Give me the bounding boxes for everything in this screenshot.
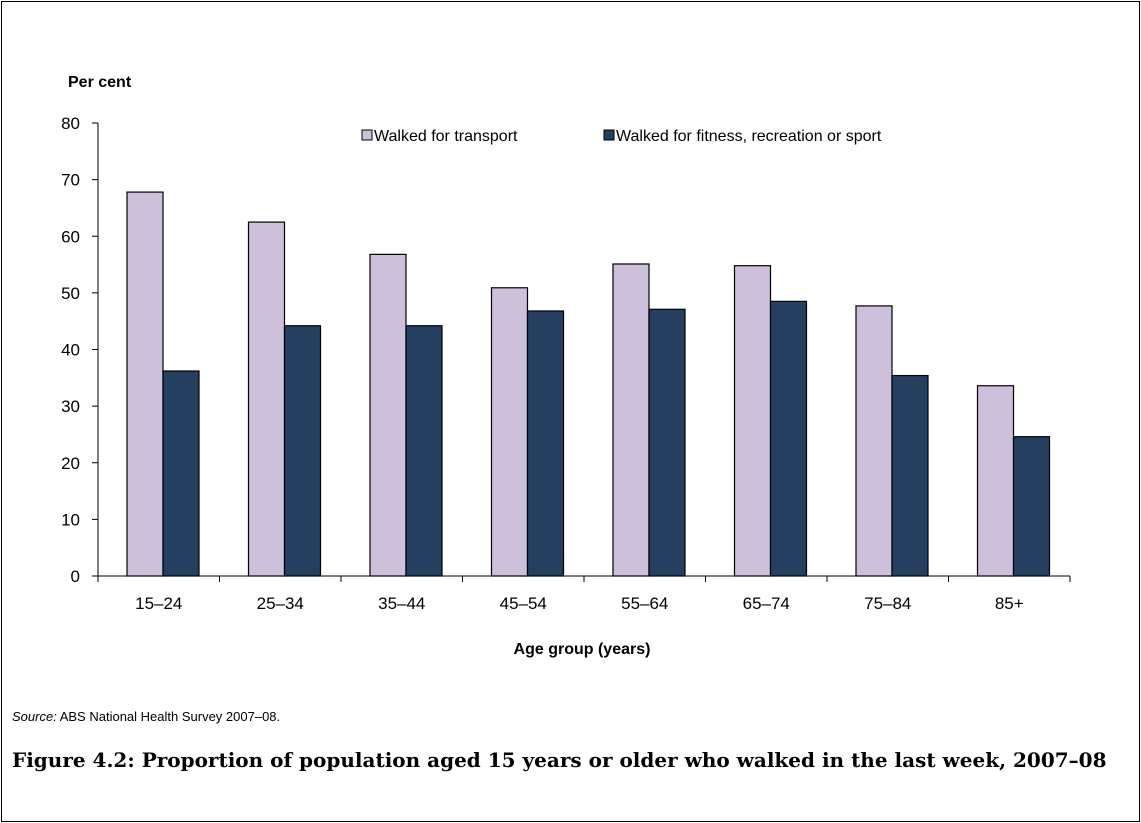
bar-fitness-3 xyxy=(526,310,565,577)
source-note: Source: ABS National Health Survey 2007–… xyxy=(12,709,280,724)
x-tick-label-0: 15–24 xyxy=(135,594,182,613)
bar-fitness-6 xyxy=(891,374,929,577)
bar-fitness-5 xyxy=(769,300,808,577)
bar-transport-6 xyxy=(855,305,893,577)
y-tick-label-30: 30 xyxy=(61,397,80,416)
bar-fitness-0 xyxy=(162,370,200,577)
axes: 0 10 20 30 40 50 60 70 80 15–24 25–34 35–44 45–54 55–… xyxy=(61,114,1071,613)
x-tick-label-2: 35–44 xyxy=(378,594,425,613)
x-tick-label-4: 55–64 xyxy=(621,594,668,613)
y-axis-title: Per cent xyxy=(68,74,132,91)
x-tick-label-6: 75–84 xyxy=(864,594,911,613)
y-tick-label-20: 20 xyxy=(61,454,80,473)
bar-transport-0 xyxy=(126,191,164,577)
bar-fitness-7 xyxy=(1012,436,1051,577)
bar-fitness-2 xyxy=(405,325,443,577)
source-text: ABS National Health Survey 2007–08. xyxy=(59,709,281,724)
x-tick-label-7: 85+ xyxy=(995,594,1024,613)
x-axis-title: Age group (years) xyxy=(514,641,651,658)
bar-transport-2 xyxy=(369,253,407,577)
legend: Walked for transport Walked for fitness, … xyxy=(361,128,882,145)
bar-transport-4 xyxy=(612,263,650,577)
bar-chart: 0 10 20 30 40 50 60 70 80 15–24 25–34 35–44 45–54 55–… xyxy=(61,74,1071,658)
bar-fitness-4 xyxy=(648,308,686,577)
y-tick-label-40: 40 xyxy=(61,341,80,360)
y-tick-label-80: 80 xyxy=(61,114,80,133)
y-tick-label-70: 70 xyxy=(61,171,80,190)
y-tick-label-10: 10 xyxy=(61,510,80,529)
y-tick-label-0: 0 xyxy=(71,567,80,586)
x-tick-label-3: 45–54 xyxy=(500,594,547,613)
legend-swatch-fitness xyxy=(603,129,615,141)
bar-transport-3 xyxy=(490,287,529,577)
bar-transport-1 xyxy=(247,221,286,577)
legend-swatch-transport xyxy=(361,129,373,141)
source-label: Source: xyxy=(12,709,57,724)
y-tick-label-50: 50 xyxy=(61,284,80,303)
x-tick-label-1: 25–34 xyxy=(257,594,304,613)
bar-fitness-1 xyxy=(283,325,322,577)
bar-transport-5 xyxy=(733,265,772,577)
y-tick-label-60: 60 xyxy=(61,227,80,246)
x-tick-label-5: 65–74 xyxy=(743,594,790,613)
figure-caption: Figure 4.2: Proportion of population age… xyxy=(12,748,1107,772)
bars xyxy=(126,191,1051,577)
legend-label-transport: Walked for transport xyxy=(374,128,518,145)
legend-label-fitness: Walked for fitness, recreation or sport xyxy=(616,128,882,145)
bar-transport-7 xyxy=(976,385,1015,577)
